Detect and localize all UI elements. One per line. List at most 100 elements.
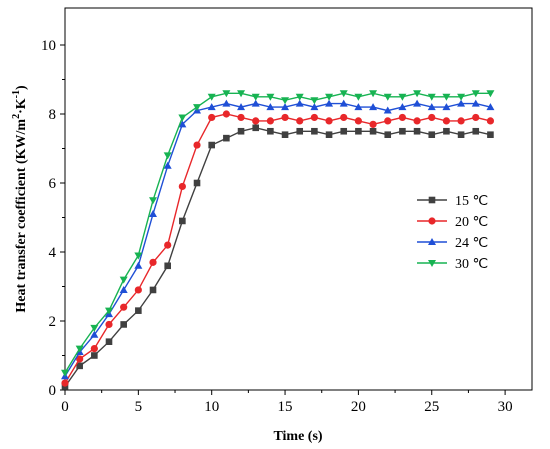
data-point [76, 355, 84, 363]
data-point [252, 124, 260, 132]
data-point [413, 90, 422, 98]
data-point [472, 127, 480, 135]
data-point [135, 307, 142, 314]
legend-swatch-marker [428, 217, 436, 225]
data-point [457, 99, 466, 107]
axis-ticks: 0 5 10 15 20 25 30 0 2 4 6 8 10 [41, 38, 513, 415]
y-axis-title: Heat transfer coefficient (KW/m2·K-1) [11, 85, 29, 313]
data-point [295, 93, 304, 101]
data-point [223, 134, 230, 142]
data-point [428, 131, 436, 138]
x-tick-label: 30 [498, 399, 513, 415]
data-point [251, 93, 260, 101]
data-point [383, 106, 392, 114]
data-point [472, 113, 480, 122]
data-point [486, 90, 495, 98]
data-point [178, 182, 186, 191]
data-point [149, 258, 157, 266]
legend-label: 20 ℃ [455, 215, 488, 230]
data-point [266, 117, 274, 125]
data-point [149, 210, 158, 218]
data-point [252, 117, 260, 125]
data-point [193, 141, 201, 149]
data-point [398, 113, 407, 122]
data-point [207, 93, 216, 101]
data-point [310, 97, 319, 105]
data-point [267, 127, 274, 135]
data-point [413, 117, 421, 125]
data-point [163, 152, 172, 160]
data-point [413, 127, 421, 135]
y-axis-title-sup2: -1 [11, 90, 22, 98]
data-point [134, 261, 143, 269]
data-point [266, 103, 275, 111]
data-point [486, 117, 495, 125]
y-tick-label: 2 [49, 314, 57, 330]
data-point [119, 276, 128, 284]
data-point [61, 369, 69, 377]
data-point [207, 103, 216, 111]
y-axis-title-end: ) [14, 85, 29, 90]
data-point [471, 99, 480, 107]
data-point [149, 286, 157, 294]
data-point [178, 114, 187, 122]
y-axis-title-sup1: 2 [11, 114, 22, 119]
data-point [369, 120, 377, 128]
data-point [296, 117, 304, 125]
data-point [339, 90, 348, 98]
data-point [281, 97, 290, 105]
series-1 [61, 124, 494, 390]
data-point [164, 262, 171, 270]
data-point [325, 99, 334, 107]
legend-swatch-marker [428, 196, 436, 204]
legend: 15 ℃ 20 ℃ 24 ℃ 30 ℃ [417, 194, 488, 272]
data-point [61, 379, 69, 387]
data-point [354, 93, 363, 101]
legend-item: 24 ℃ [417, 236, 488, 251]
data-point [222, 90, 231, 98]
data-point [120, 303, 128, 311]
data-point [193, 179, 201, 187]
x-tick-label: 20 [351, 399, 366, 415]
x-tick-label: 0 [61, 399, 69, 415]
data-point [193, 104, 202, 112]
data-point [427, 93, 436, 101]
data-point [237, 113, 245, 122]
data-point [208, 141, 215, 149]
data-point [237, 103, 246, 111]
data-point [383, 93, 392, 101]
y-tick-label: 0 [49, 383, 57, 399]
data-point [325, 131, 333, 138]
data-point [413, 99, 422, 107]
data-point [442, 103, 451, 111]
y-axis-title-mid: ·K [14, 98, 29, 114]
data-point [208, 113, 216, 122]
data-point [354, 103, 363, 111]
data-point [354, 117, 362, 125]
data-point [398, 93, 407, 101]
data-point [237, 127, 245, 135]
data-point [384, 117, 392, 125]
x-axis-title: Time (s) [273, 429, 322, 444]
data-point [369, 90, 378, 98]
data-point [457, 93, 466, 101]
legend-item: 30 ℃ [417, 257, 488, 272]
data-point [296, 127, 304, 135]
data-point [90, 330, 99, 338]
data-point [355, 127, 362, 135]
data-point [325, 117, 333, 125]
data-point [90, 324, 99, 332]
data-point [340, 113, 348, 122]
data-point [457, 131, 465, 138]
series-4 [61, 90, 495, 377]
legend-swatch-marker [428, 238, 436, 245]
data-point [76, 362, 83, 370]
y-axis-title-main: Heat transfer coefficient (KW/m [14, 119, 29, 313]
legend-swatch-marker [428, 260, 436, 267]
data-point [119, 285, 128, 293]
legend-label: 24 ℃ [455, 236, 488, 251]
data-point [163, 161, 172, 169]
data-point [339, 99, 348, 107]
data-point [222, 99, 231, 107]
